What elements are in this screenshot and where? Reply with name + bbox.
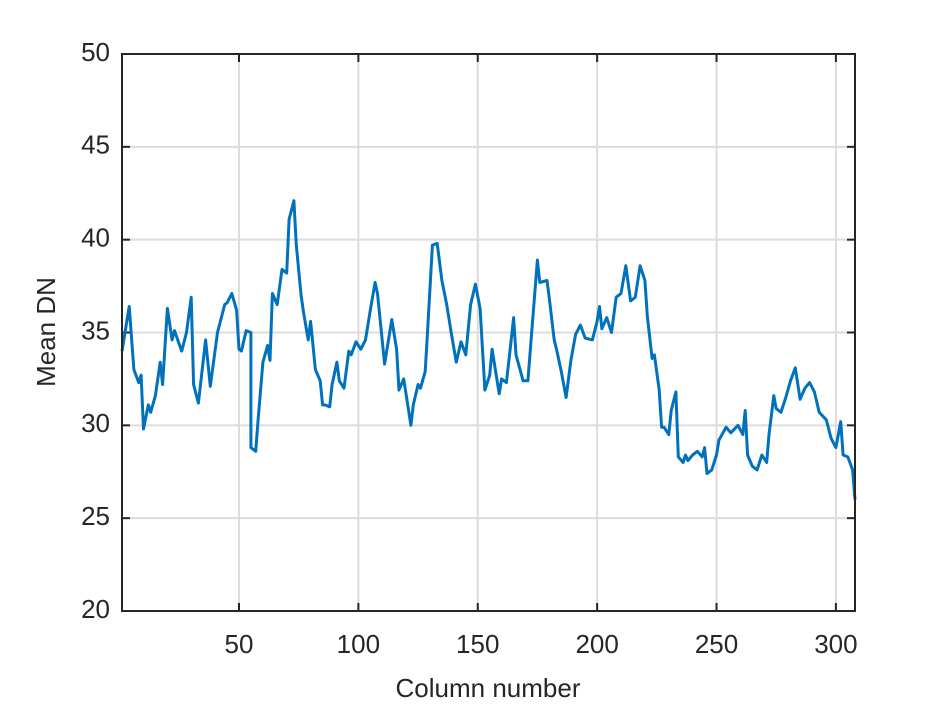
y-tick-label: 45: [81, 130, 110, 160]
data-line: [120, 199, 857, 500]
y-tick-label: 50: [81, 37, 110, 67]
y-axis-label: Mean DN: [31, 277, 61, 387]
y-tick-label: 25: [81, 501, 110, 531]
plot-frame: [121, 53, 856, 612]
x-tick-label: 250: [695, 629, 738, 659]
y-tick-label: 40: [81, 223, 110, 253]
y-tick-label: 30: [81, 408, 110, 438]
y-tick-label: 20: [81, 594, 110, 624]
x-tick-label: 300: [814, 629, 857, 659]
x-tick-label: 200: [575, 629, 618, 659]
x-tick-label: 100: [337, 629, 380, 659]
x-tick-label: 150: [456, 629, 499, 659]
y-tick-label: 35: [81, 315, 110, 345]
x-axis-label: Column number: [396, 673, 581, 703]
x-tick-label: 50: [225, 629, 254, 659]
